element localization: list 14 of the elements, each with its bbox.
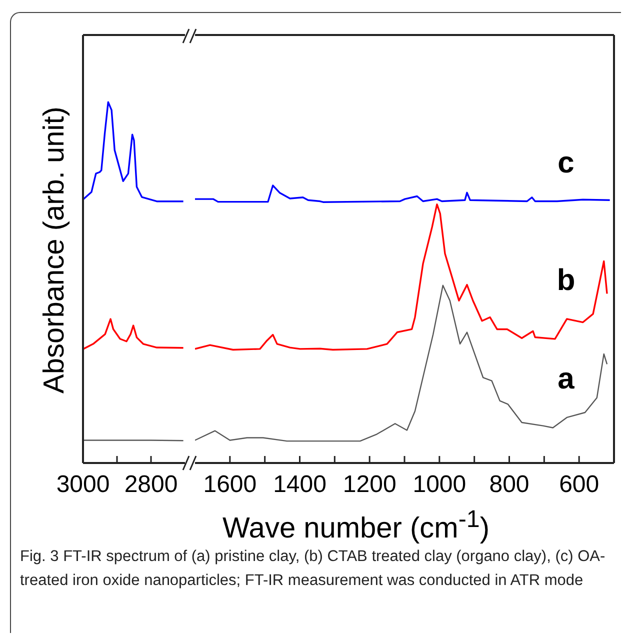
caption: Fig. 3 FT-IR spectrum of (a) pristine clay, (b) CTAB treated clay (organo clay), (c) OA-treated iron oxide nanoparticles; FT-IR measurement was conducted in ATR mode: [20, 547, 606, 591]
series-label: b: [556, 264, 576, 298]
x-tick-label: 1400: [273, 471, 326, 498]
series-label: c: [558, 146, 574, 180]
x-tick-label: 800: [489, 471, 530, 498]
x-tick-label: 1200: [342, 471, 396, 498]
x-tick-label: 600: [559, 471, 600, 498]
x-tick-label: 1600: [203, 471, 257, 498]
x-tick-label: 3000: [56, 471, 110, 498]
x-axis-title: Wave number (cm$^{-1}$): [222, 506, 490, 546]
series-label: a: [558, 362, 575, 396]
x-tick-label: 1000: [412, 471, 466, 498]
y-axis-title: Absorbance (arb. unit): [38, 106, 72, 394]
x-tick-label: 2800: [124, 471, 178, 498]
